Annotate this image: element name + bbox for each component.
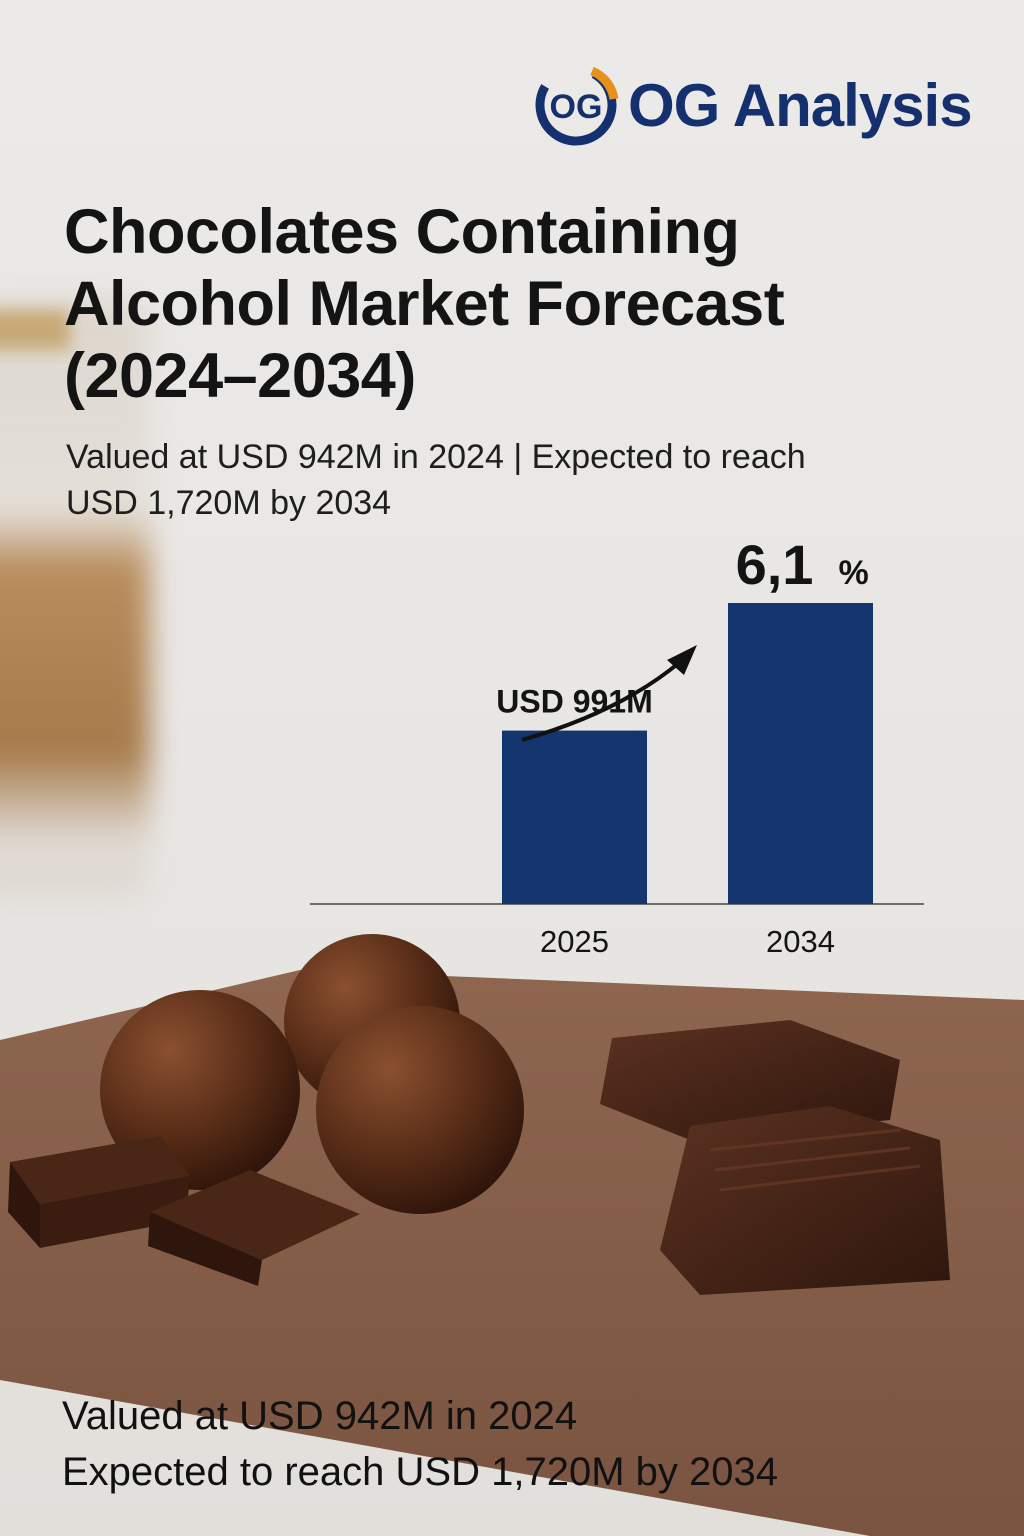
praline-stripes bbox=[709, 1128, 921, 1192]
growth-rate-unit: % bbox=[839, 554, 869, 592]
bar-2034 bbox=[728, 603, 873, 904]
footer-line-1: Valued at USD 942M in 2024 bbox=[62, 1394, 578, 1438]
chocolate-scene bbox=[0, 934, 1024, 1536]
data-label-2025: USD 991M bbox=[496, 684, 653, 720]
brand-name: OG Analysis bbox=[628, 71, 973, 139]
background-bottle-cap bbox=[0, 310, 70, 350]
footer-summary: Valued at USD 942M in 2024 Expected to r… bbox=[62, 1388, 962, 1500]
footer-line-2: Expected to reach USD 1,720M by 2034 bbox=[62, 1450, 778, 1494]
growth-arrowhead-icon bbox=[667, 645, 697, 675]
forecast-bar-chart: 2025 USD 991M 2034 6,1% bbox=[310, 533, 924, 959]
chocolate-chunk-2 bbox=[150, 1170, 360, 1260]
brand-logo: OG OG Analysis bbox=[530, 60, 973, 150]
growth-arrow-icon bbox=[521, 660, 682, 742]
chocolate-chunk-1-side bbox=[8, 1162, 40, 1248]
subtitle-line-1: Valued at USD 942M in 2024 | Expected to… bbox=[66, 438, 806, 476]
subtitle: Valued at USD 942M in 2024 | Expected to… bbox=[66, 434, 946, 526]
logo-mark-text: OG bbox=[550, 88, 603, 126]
subtitle-line-2: USD 1,720M by 2034 bbox=[66, 484, 392, 522]
background-glass bbox=[0, 300, 150, 900]
truffle-front bbox=[316, 1006, 524, 1214]
chocolate-chunk-2-side bbox=[148, 1212, 262, 1286]
chocolate-chunk-1-front bbox=[40, 1176, 190, 1248]
page-title: Chocolates Containing Alcohol Market For… bbox=[64, 197, 785, 411]
growth-rate-value: 6,1 bbox=[736, 533, 814, 596]
x-tick-label-2025: 2025 bbox=[540, 924, 609, 959]
praline-front bbox=[660, 1106, 950, 1295]
x-tick-label-2034: 2034 bbox=[766, 924, 835, 959]
og-logo-icon: OG bbox=[535, 64, 619, 146]
bar-2025 bbox=[502, 730, 647, 904]
chocolate-chunk-1 bbox=[10, 1136, 190, 1204]
